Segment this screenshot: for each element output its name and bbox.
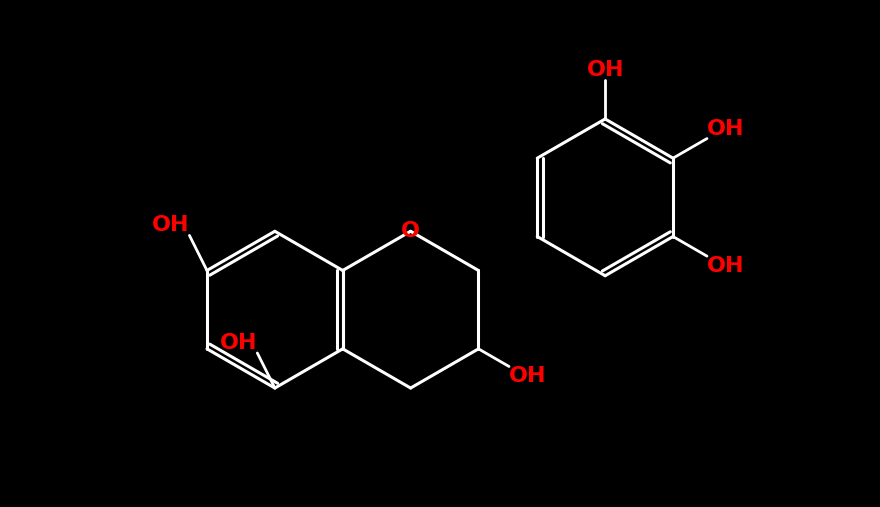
Text: OH: OH xyxy=(707,119,744,138)
Text: OH: OH xyxy=(586,60,624,80)
Text: OH: OH xyxy=(220,333,257,353)
Text: O: O xyxy=(401,221,420,241)
Text: OH: OH xyxy=(509,367,546,386)
Text: OH: OH xyxy=(152,215,189,235)
Text: OH: OH xyxy=(707,256,744,276)
